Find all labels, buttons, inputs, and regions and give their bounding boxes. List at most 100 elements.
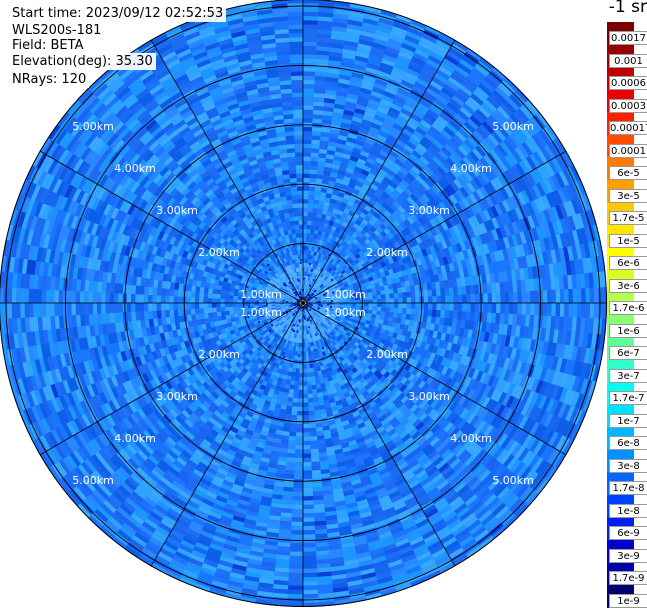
field-cell <box>303 415 310 420</box>
field-cell <box>316 212 322 219</box>
field-cell <box>292 319 296 325</box>
field-cell <box>345 204 353 211</box>
field-cell <box>280 305 285 308</box>
field-cell <box>331 288 337 292</box>
field-cell <box>342 336 348 342</box>
field-cell <box>260 338 266 344</box>
field-cell <box>299 372 303 378</box>
field-cell <box>351 303 356 306</box>
field-cell <box>274 314 279 318</box>
field-cell <box>330 405 338 412</box>
field-cell <box>294 306 299 310</box>
field-cell <box>318 290 323 294</box>
field-cell <box>371 313 377 319</box>
field-cell <box>343 303 348 306</box>
field-cell <box>346 279 352 284</box>
field-cell <box>277 311 282 315</box>
field-cell <box>313 290 318 294</box>
field-cell <box>177 303 183 310</box>
field-cell <box>308 402 314 407</box>
field-cell <box>186 290 192 298</box>
field-cell <box>277 330 282 336</box>
field-cell <box>389 307 395 313</box>
field-cell <box>338 394 346 401</box>
field-cell <box>237 343 244 350</box>
field-cell <box>267 231 273 237</box>
field-cell <box>328 274 333 280</box>
field-cell <box>402 292 407 298</box>
field-cell <box>288 160 296 166</box>
field-cell <box>289 318 293 323</box>
field-cell <box>279 321 284 326</box>
field-cell <box>312 397 319 403</box>
field-cell <box>213 246 220 254</box>
field-cell <box>238 247 245 254</box>
field-cell <box>135 303 140 312</box>
field-cell <box>384 289 390 295</box>
field-cell <box>297 312 300 317</box>
field-cell <box>319 277 323 282</box>
field-cell <box>317 370 323 376</box>
field-cell <box>333 309 339 313</box>
field-cell <box>296 364 300 369</box>
field-cell <box>329 229 335 236</box>
field-cell <box>213 279 220 285</box>
field-cell <box>208 332 214 339</box>
field-cell <box>337 209 344 216</box>
field-cell <box>303 389 308 395</box>
field-cell <box>331 271 336 277</box>
field-cell <box>345 287 350 292</box>
field-cell <box>290 264 294 269</box>
field-cell <box>303 308 306 314</box>
field-cell <box>262 298 268 302</box>
field-cell <box>303 135 312 140</box>
field-cell <box>274 328 280 333</box>
field-cell <box>415 303 420 310</box>
field-cell <box>344 316 350 321</box>
field-cell <box>305 342 308 348</box>
field-cell <box>277 350 282 356</box>
field-cell <box>324 325 329 330</box>
field-cell <box>377 233 384 241</box>
field-cell <box>358 335 364 342</box>
field-cell <box>263 310 269 314</box>
field-cell <box>282 426 290 432</box>
field-cell <box>308 194 315 200</box>
field-cell <box>293 298 298 301</box>
field-cell <box>264 400 271 406</box>
field-cell <box>307 389 313 395</box>
field-cell <box>173 296 178 303</box>
field-cell <box>386 279 393 285</box>
field-cell <box>230 348 237 355</box>
field-cell <box>327 262 332 268</box>
field-cell <box>197 275 203 282</box>
field-cell <box>361 380 369 388</box>
field-cell <box>344 334 350 339</box>
field-cell <box>212 366 219 374</box>
field-cell <box>355 247 362 254</box>
field-cell <box>202 270 209 278</box>
field-cell <box>204 333 210 341</box>
field-cell <box>250 292 256 296</box>
field-cell <box>315 294 321 298</box>
field-cell <box>203 287 209 294</box>
field-cell <box>367 235 374 243</box>
field-cell <box>328 397 336 404</box>
field-cell <box>262 319 268 324</box>
field-cell <box>332 392 339 398</box>
field-cell <box>209 262 216 269</box>
field-cell <box>284 298 289 300</box>
field-cell <box>317 230 323 236</box>
field-cell <box>303 280 306 285</box>
field-cell <box>204 265 210 273</box>
field-cell <box>307 216 313 221</box>
field-cell <box>380 290 386 295</box>
field-cell <box>201 276 207 283</box>
field-cell <box>346 245 353 252</box>
field-cell <box>361 282 367 288</box>
field-cell <box>361 364 368 371</box>
field-cell <box>351 256 358 262</box>
field-cell <box>320 309 325 313</box>
field-cell <box>321 391 328 397</box>
field-cell <box>311 216 317 222</box>
